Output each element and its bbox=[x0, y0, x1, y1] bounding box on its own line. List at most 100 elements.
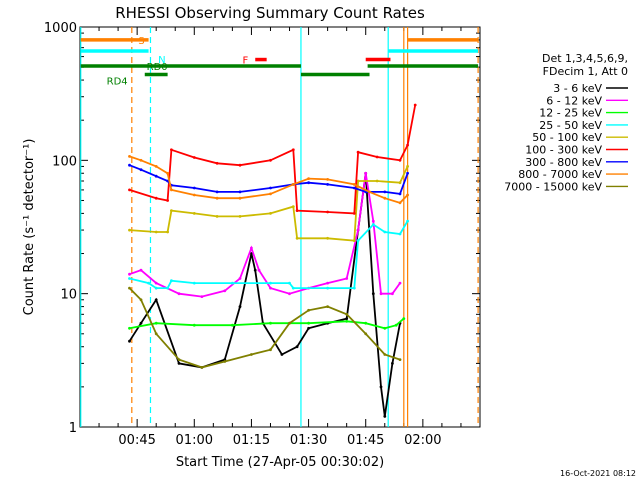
data-point bbox=[288, 292, 291, 296]
data-point bbox=[345, 312, 349, 316]
x-tick-label: 02:00 bbox=[404, 433, 441, 448]
data-point bbox=[139, 158, 143, 162]
data-point bbox=[177, 292, 181, 296]
data-point bbox=[177, 362, 181, 365]
data-point bbox=[238, 305, 242, 308]
data-point bbox=[223, 289, 227, 293]
data-point bbox=[352, 212, 356, 215]
data-point bbox=[269, 281, 272, 285]
series-layer bbox=[128, 103, 417, 418]
data-point bbox=[406, 219, 409, 223]
x-tick-label: 01:15 bbox=[233, 433, 270, 448]
legend-label: 800 - 7000 keV bbox=[518, 168, 602, 181]
data-point bbox=[147, 281, 151, 285]
data-point bbox=[215, 196, 219, 200]
data-point bbox=[192, 281, 196, 285]
data-point bbox=[326, 286, 329, 290]
data-point bbox=[192, 212, 196, 215]
data-point bbox=[139, 268, 143, 272]
data-point bbox=[391, 362, 394, 365]
data-point bbox=[192, 193, 196, 197]
data-point bbox=[291, 183, 295, 186]
data-point bbox=[288, 281, 291, 285]
data-point bbox=[307, 177, 310, 181]
data-point bbox=[394, 323, 398, 327]
data-point bbox=[291, 148, 295, 152]
data-point bbox=[379, 292, 383, 296]
data-point bbox=[139, 321, 143, 325]
data-point bbox=[128, 277, 131, 280]
data-point bbox=[128, 326, 131, 330]
data-point bbox=[170, 188, 173, 192]
data-point bbox=[166, 171, 170, 175]
data-point bbox=[383, 326, 387, 330]
data-point bbox=[128, 188, 131, 192]
data-point bbox=[406, 165, 409, 168]
data-point bbox=[139, 298, 143, 302]
data-point bbox=[398, 281, 402, 285]
data-point bbox=[356, 239, 360, 243]
x-axis-label: Start Time (27-Apr-05 00:30:02) bbox=[176, 455, 384, 470]
data-point bbox=[345, 319, 349, 323]
legend-header: Det 1,3,4,5,6,9, bbox=[542, 52, 628, 65]
data-point bbox=[371, 292, 375, 296]
data-point bbox=[345, 317, 349, 320]
data-point bbox=[269, 321, 272, 325]
data-point bbox=[238, 277, 242, 280]
series-line bbox=[129, 166, 409, 242]
data-point bbox=[295, 345, 299, 349]
data-point bbox=[352, 286, 356, 290]
data-point bbox=[269, 186, 272, 190]
data-point bbox=[154, 321, 158, 325]
legend: Det 1,3,4,5,6,9,FDecim 1, Att 0 3 - 6 keV… bbox=[504, 52, 628, 193]
data-point bbox=[250, 353, 253, 356]
data-point bbox=[154, 230, 158, 234]
data-point bbox=[364, 332, 368, 336]
data-point bbox=[215, 190, 219, 194]
series-line bbox=[128, 173, 401, 417]
data-point bbox=[166, 199, 170, 202]
y-tick-label: 10 bbox=[60, 288, 77, 303]
data-point bbox=[307, 321, 310, 325]
x-tick-label: 00:45 bbox=[118, 433, 155, 448]
y-axis-label: Count Rate (s⁻¹ detector⁻¹) bbox=[22, 139, 37, 316]
data-point bbox=[375, 179, 379, 183]
data-point bbox=[398, 232, 402, 236]
data-point bbox=[250, 246, 253, 250]
data-point bbox=[170, 209, 173, 213]
data-point bbox=[345, 277, 349, 280]
legend-header: FDecim 1, Att 0 bbox=[543, 65, 628, 78]
legend-label: 7000 - 15000 keV bbox=[504, 180, 602, 193]
legend-label: 100 - 300 keV bbox=[525, 144, 602, 157]
data-point bbox=[192, 186, 196, 190]
data-point bbox=[192, 323, 196, 327]
data-point bbox=[139, 168, 143, 172]
data-point bbox=[295, 236, 299, 240]
state-bar-label: N bbox=[158, 55, 165, 66]
legend-label: 300 - 800 keV bbox=[525, 156, 602, 169]
data-point bbox=[269, 158, 272, 162]
series-line bbox=[129, 220, 409, 289]
y-axis: 1 10 100 1000 bbox=[44, 21, 480, 436]
data-point bbox=[291, 205, 295, 209]
data-point bbox=[231, 281, 234, 285]
data-point bbox=[398, 358, 402, 361]
datestamp: 16-Oct-2021 08:12 bbox=[560, 469, 636, 478]
data-point bbox=[238, 215, 242, 218]
state-bar-label: RD4 bbox=[107, 77, 128, 88]
data-point bbox=[166, 230, 170, 234]
x-tick-label: 01:00 bbox=[176, 433, 213, 448]
data-point bbox=[383, 190, 387, 194]
x-axis: 00:45 01:00 01:15 01:30 01:45 02:00 bbox=[79, 27, 481, 448]
data-point bbox=[406, 171, 409, 175]
legend-label: 50 - 100 keV bbox=[532, 131, 602, 144]
data-point bbox=[398, 201, 402, 205]
data-point bbox=[406, 193, 409, 197]
data-point bbox=[398, 192, 402, 196]
data-point bbox=[307, 308, 310, 312]
y-tick-label: 100 bbox=[52, 154, 77, 169]
data-point bbox=[406, 143, 409, 147]
data-point bbox=[128, 163, 131, 167]
chart-title: RHESSI Observing Summary Count Rates bbox=[115, 4, 425, 22]
data-point bbox=[352, 186, 356, 190]
